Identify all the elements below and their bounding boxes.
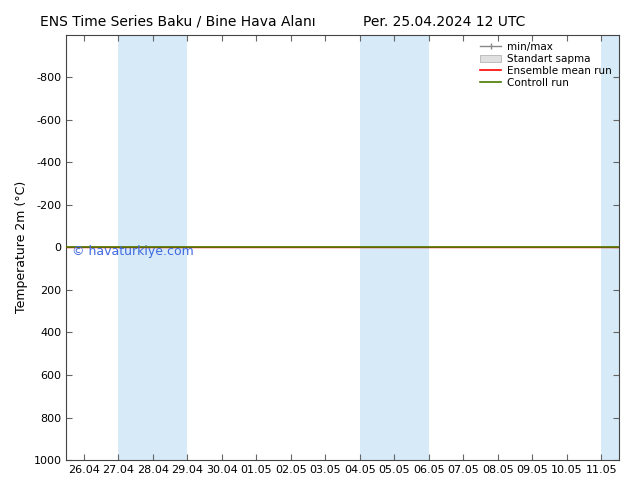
Text: Per. 25.04.2024 12 UTC: Per. 25.04.2024 12 UTC [363, 15, 525, 29]
Bar [359, 35, 394, 460]
Bar [601, 35, 634, 460]
Bar [153, 35, 187, 460]
Text: © havaturkiye.com: © havaturkiye.com [72, 245, 194, 258]
Y-axis label: Temperature 2m (°C): Temperature 2m (°C) [15, 181, 28, 314]
Text: ENS Time Series Baku / Bine Hava Alanı: ENS Time Series Baku / Bine Hava Alanı [40, 15, 315, 29]
Bar [118, 35, 153, 460]
Legend: min/max, Standart sapma, Ensemble mean run, Controll run: min/max, Standart sapma, Ensemble mean r… [476, 38, 616, 92]
Bar [394, 35, 429, 460]
